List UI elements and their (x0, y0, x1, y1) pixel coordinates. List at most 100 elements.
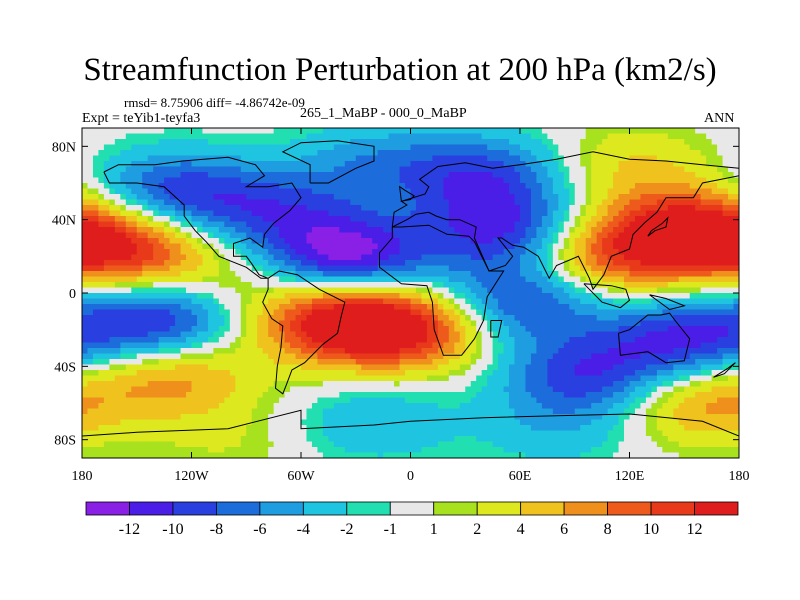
field-cell (591, 282, 598, 289)
field-cell (569, 238, 576, 245)
field-cell (645, 425, 658, 432)
field-cell (82, 386, 132, 393)
field-cell (695, 359, 724, 366)
field-cell (656, 375, 680, 382)
field-cell (306, 238, 373, 245)
field-cell (530, 331, 587, 338)
field-cell (361, 254, 390, 261)
field-cell (454, 227, 516, 234)
field-cell (251, 408, 275, 415)
field-cell (251, 260, 269, 267)
field-cell (552, 139, 581, 146)
field-cell (656, 397, 669, 404)
field-cell (317, 447, 346, 454)
field-cell (246, 260, 253, 267)
field-cell (175, 205, 198, 212)
field-cell (136, 249, 154, 256)
field-cell (399, 359, 433, 366)
field-cell (459, 403, 510, 410)
field-cell (569, 205, 581, 212)
field-cell (218, 298, 242, 305)
field-cell (602, 414, 620, 421)
field-cell (678, 419, 739, 426)
field-cell (120, 342, 160, 349)
field-cell (634, 408, 647, 415)
field-cell (547, 172, 565, 179)
field-cell (164, 199, 182, 206)
field-cell (306, 254, 329, 261)
field-cell (607, 287, 625, 294)
field-cell (465, 337, 477, 344)
field-cell (136, 353, 182, 360)
field-cell (333, 441, 439, 448)
field-cell (273, 359, 319, 366)
field-cell (602, 276, 625, 283)
field-cell (498, 364, 510, 371)
coastline (583, 283, 631, 309)
field-cell (492, 326, 510, 333)
field-cell (257, 326, 269, 333)
field-cell (301, 309, 313, 316)
field-cell (290, 320, 302, 327)
field-cell (547, 276, 559, 283)
field-cell (607, 221, 620, 228)
field-cell (459, 315, 466, 322)
field-cell (207, 139, 291, 146)
field-cell (410, 144, 488, 151)
field-cell (279, 227, 313, 234)
field-cell (656, 155, 707, 162)
field-cell (514, 315, 598, 322)
field-cell (591, 353, 642, 360)
colorbar-swatch (172, 501, 217, 516)
field-cell (624, 386, 636, 393)
field-cell (541, 139, 554, 146)
field-cell (722, 172, 735, 179)
field-cell (503, 177, 521, 184)
field-cell (344, 161, 412, 168)
field-cell (574, 216, 581, 223)
field-cell (180, 271, 220, 278)
field-cell (454, 326, 466, 333)
field-cell (213, 293, 242, 300)
field-cell (552, 177, 565, 184)
field-cell (98, 425, 247, 432)
field-cell (82, 348, 89, 355)
field-cell (448, 210, 521, 217)
field-cell (470, 298, 483, 305)
x-tick-label: 120E (615, 469, 645, 484)
field-cell (437, 298, 450, 305)
field-cell (645, 381, 663, 388)
field-cell (585, 210, 598, 217)
field-cell (415, 287, 433, 294)
field-cell (481, 331, 494, 338)
field-cell (498, 304, 570, 311)
field-cell (684, 386, 713, 393)
field-cell (383, 298, 412, 305)
field-cell (98, 177, 105, 184)
field-cell (634, 216, 739, 223)
field-cell (279, 304, 297, 311)
field-cell (273, 309, 286, 316)
field-cell (580, 144, 598, 151)
field-cell (689, 144, 718, 151)
field-cell (602, 139, 685, 146)
field-cell (262, 254, 275, 261)
field-cell (361, 205, 417, 212)
field-cell (547, 199, 559, 206)
field-cell (530, 216, 543, 223)
field-cell (394, 304, 412, 311)
field-cell (284, 293, 324, 300)
field-cell (465, 293, 477, 300)
field-cell (180, 260, 204, 267)
field-cell (142, 205, 149, 212)
field-cell (317, 260, 379, 267)
field-cell (706, 408, 739, 415)
field-cell (563, 392, 587, 399)
field-cell (317, 265, 379, 272)
field-cell (437, 331, 450, 338)
field-cell (191, 342, 204, 349)
field-cell (536, 172, 548, 179)
field-cell (634, 183, 691, 190)
axes: 180 120W 60W 0 60E 120E 180 80N 40N 0 40S 80S (52, 128, 750, 484)
field-cell (585, 392, 614, 399)
